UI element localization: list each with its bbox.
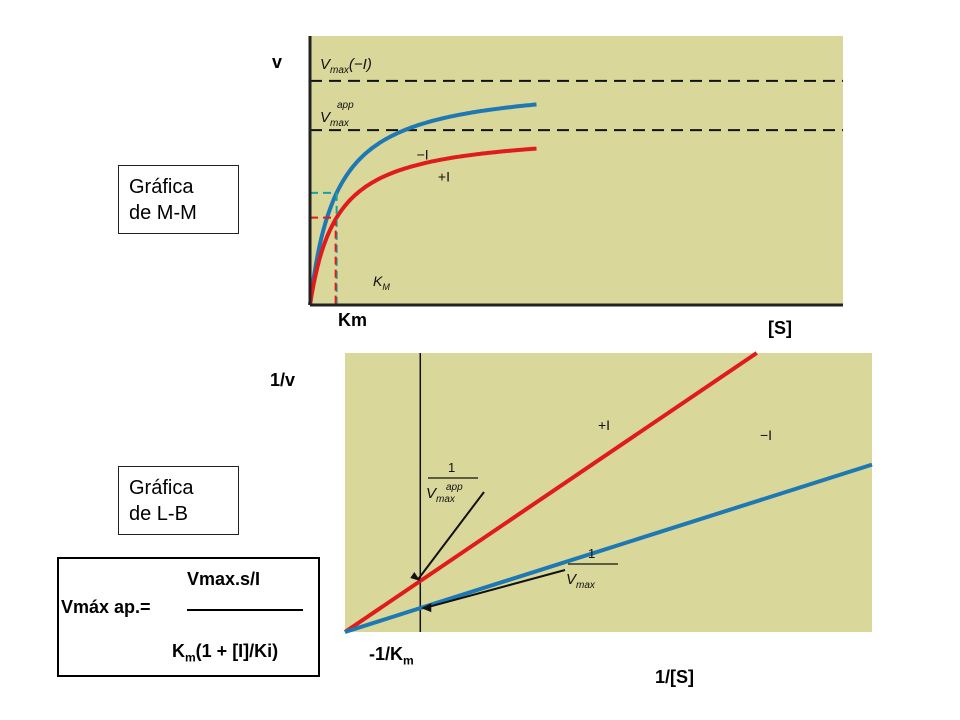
mm-curve-no-inhibitor xyxy=(308,102,537,306)
lb-annotation-vmax-app-sup: app xyxy=(446,482,463,493)
lb-plot-caption: Gráfica de L-B xyxy=(118,466,239,535)
mm-vmax-label: Vmax(−I) xyxy=(320,56,372,76)
mm-plot-caption: Gráfica de M-M xyxy=(118,165,239,234)
lb-arrow-vmax-app xyxy=(417,491,485,580)
lb-x-intercept-label: -1/Km xyxy=(369,644,414,668)
vmax-app-formula: Vmax.s/I Vmáx ap.= Km(1 + [I]/Ki) xyxy=(57,557,320,677)
mm-vmax-app-label: Vmax xyxy=(320,109,350,129)
lb-line-with-inhibitor xyxy=(343,351,758,634)
mm-km-label: Km xyxy=(338,310,368,330)
mm-series-label-with-inhibitor: +I xyxy=(438,169,450,185)
mm-x-axis-label: [S] xyxy=(768,318,792,338)
lb-line-no-inhibitor xyxy=(344,462,873,634)
mm-caption-line1: Gráfica xyxy=(129,176,194,198)
lb-annotation-vmax-app-den: Vmax xyxy=(426,485,456,505)
lb-arrowhead-vmax-app xyxy=(410,571,421,581)
lb-arrowhead-vmax xyxy=(421,603,432,613)
mm-vmax-app-sup: app xyxy=(337,100,354,111)
lb-arrow-vmax xyxy=(424,569,566,610)
lb-annotation-vmax-app-num: 1 xyxy=(448,460,455,475)
mm-series-label-no-inhibitor: −I xyxy=(417,146,429,162)
mm-caption-line2: de M-M xyxy=(129,202,197,224)
lb-annotation-vmax-den: Vmax xyxy=(566,571,596,591)
formula-numerator: Vmax.s/I xyxy=(187,569,261,589)
lb-caption-line2: de L-B xyxy=(129,503,188,525)
lb-plot-area xyxy=(345,353,872,632)
mm-curve-with-inhibitor xyxy=(308,146,537,306)
lb-x-axis-label: 1/[S] xyxy=(655,667,695,687)
mm-y-axis-label: v xyxy=(272,52,283,72)
mm-plot-area xyxy=(310,36,843,305)
lb-annotation-vmax-num: 1 xyxy=(588,546,595,561)
lb-y-axis-label: 1/v xyxy=(270,370,296,390)
formula-fraction-bar xyxy=(187,609,303,611)
lb-series-label-no-inhibitor: −I xyxy=(760,427,772,443)
lb-series-label-with-inhibitor: +I xyxy=(598,417,610,433)
formula-denominator: Km(1 + [I]/Ki) xyxy=(172,641,279,665)
formula-lhs: Vmáx ap.= xyxy=(61,597,151,617)
lb-caption-line1: Gráfica xyxy=(129,477,194,499)
